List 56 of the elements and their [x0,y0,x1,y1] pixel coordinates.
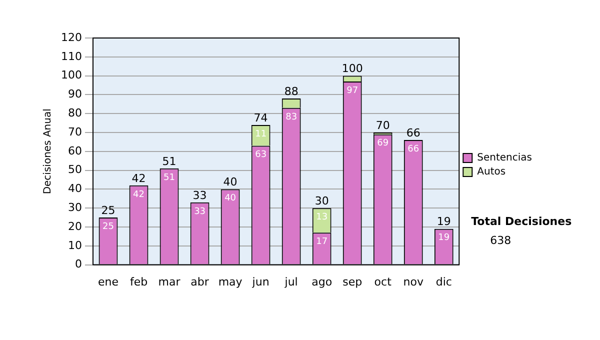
x-tick-label: dic [436,275,452,288]
x-tick-label: feb [130,275,148,288]
y-tick-label: 110 [60,50,82,63]
x-tick-label: nov [403,275,424,288]
y-tick-label: 50 [68,163,82,176]
x-tick-label: jun [251,275,270,288]
total-label: 30 [314,194,329,208]
data-label: 66 [408,144,420,154]
y-tick-label: 20 [68,220,82,233]
y-tick-label: 30 [68,200,82,214]
data-label: 63 [255,150,267,160]
x-tick-label: oct [374,275,392,288]
total-label: 19 [436,215,451,228]
data-label: 83 [286,112,298,122]
x-tick-label: jul [284,275,298,288]
total-label: 74 [254,111,268,124]
y-tick-label: 70 [68,125,82,138]
data-label: 13 [316,212,328,222]
y-tick-label: 100 [60,68,82,82]
data-label: 19 [438,233,450,244]
data-label: 42 [133,190,144,200]
legend-label: Sentencias [477,152,532,164]
data-label: 11 [255,129,267,140]
total-label: 33 [192,188,207,202]
y-tick-label: 0 [74,258,82,271]
total-label: 100 [342,62,363,76]
x-tick-label: abr [190,275,210,288]
total-label: 42 [132,172,146,185]
y-tick-label: 80 [68,106,82,120]
y-tick-label: 40 [68,182,82,196]
total-label: 51 [162,154,176,168]
text: Total Decisiones [471,214,572,228]
y-tick-label: 10 [68,238,82,252]
total-label: 70 [376,118,390,132]
y-tick-label: 90 [68,88,82,101]
total-label: 25 [101,204,116,217]
x-tick-label: ene [98,275,119,288]
x-tick-label: mar [158,275,181,288]
text: 638 [490,234,512,247]
y-axis-title: Decisiones Anual [42,108,54,194]
x-tick-label: sep [342,275,362,288]
data-label: 40 [224,194,236,204]
data-label: 25 [102,222,114,232]
data-label: 51 [164,172,175,183]
data-label: 33 [194,206,206,217]
total-label: 66 [406,126,420,140]
data-label: 69 [377,138,389,149]
y-tick-label: 60 [68,144,82,158]
x-tick-label: may [218,275,243,288]
x-tick-label: ago [312,275,332,288]
data-label: 97 [346,86,358,96]
legend-label: Autos [477,166,506,178]
data-label: 17 [316,237,328,248]
total-label: 40 [223,176,238,189]
y-tick-label: 120 [60,30,82,44]
total-label: 88 [284,84,298,98]
